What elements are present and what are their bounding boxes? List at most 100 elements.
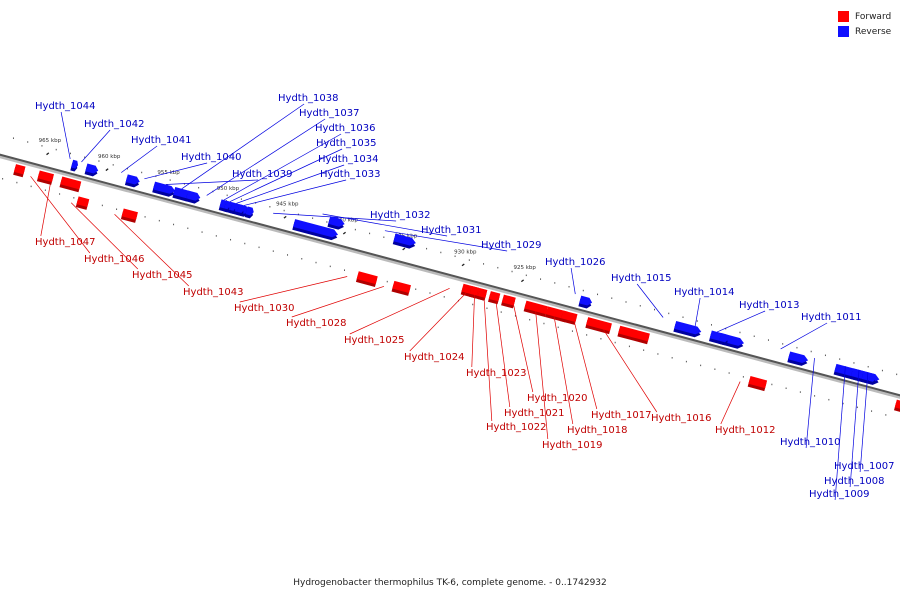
gene-hydth_1021[interactable] xyxy=(501,294,516,309)
ruler-dot xyxy=(881,369,883,372)
ruler-dot xyxy=(440,251,442,254)
gene-hydth_1017[interactable] xyxy=(585,317,612,335)
gene-hydth_1032[interactable] xyxy=(292,219,339,241)
ruler-dot xyxy=(828,398,830,401)
gene-arrow xyxy=(245,206,254,216)
leader-hydth_1036 xyxy=(223,133,342,201)
leader-hydth_1041 xyxy=(121,145,158,173)
ruler-dot xyxy=(226,194,228,197)
gene-hydth_1041[interactable] xyxy=(124,174,141,188)
ruler-dot xyxy=(169,179,171,181)
label-hydth_1034: Hydth_1034 xyxy=(318,154,379,165)
gene-hydth_1042[interactable] xyxy=(84,163,100,178)
gene-hydth_1020[interactable] xyxy=(523,300,548,317)
ruler-dot xyxy=(158,219,160,222)
kbp-tick-label: 945 kbp xyxy=(276,202,299,208)
ruler-dot xyxy=(187,227,189,230)
gene-arrow xyxy=(60,176,82,190)
leader-hydth_1034 xyxy=(236,164,345,204)
gene-hydth_1007[interactable] xyxy=(868,373,877,385)
gene-hydth_1048[interactable] xyxy=(13,164,26,178)
ruler-dot xyxy=(742,376,744,378)
ruler-dot xyxy=(885,414,887,416)
ruler-dot xyxy=(540,278,542,280)
gene-hydth_1030[interactable] xyxy=(355,271,378,288)
gene-hydth_1022[interactable] xyxy=(488,291,501,305)
ruler-dot xyxy=(426,247,428,250)
ruler-dot xyxy=(2,178,4,180)
ruler-dot xyxy=(842,402,844,405)
ruler-dot xyxy=(201,231,203,233)
gene-arrow xyxy=(392,280,412,294)
ruler-dot xyxy=(16,181,18,184)
gene-hydth_1040[interactable] xyxy=(152,181,176,198)
ruler-dot xyxy=(483,263,485,265)
leader-hydth_1040 xyxy=(144,162,208,180)
gene-hydth_1036[interactable] xyxy=(223,200,231,213)
label-hydth_1041: Hydth_1041 xyxy=(131,135,192,146)
kbp-tick xyxy=(342,231,346,235)
ruler-dot xyxy=(329,265,331,268)
gene-hydth_1011[interactable] xyxy=(787,351,809,367)
leader-hydth_1010 xyxy=(805,357,815,449)
gene-arrow xyxy=(125,174,140,185)
gene-hydth_1029[interactable] xyxy=(392,233,417,250)
ruler-dot xyxy=(710,324,712,326)
label-hydth_1042: Hydth_1042 xyxy=(84,119,145,130)
gene-hydth_1026[interactable] xyxy=(578,295,593,310)
ruler-dot xyxy=(301,258,303,260)
leader-hydth_1035 xyxy=(229,148,343,202)
ruler-dot xyxy=(230,238,232,241)
gene-hydth_1033[interactable] xyxy=(244,206,255,219)
leader-hydth_1026 xyxy=(570,267,576,295)
gene-hydth_1035[interactable] xyxy=(229,202,237,214)
gene-hydth_1044[interactable] xyxy=(70,159,79,172)
gene-hydth_1046[interactable] xyxy=(36,170,54,185)
ruler-dot xyxy=(839,358,841,360)
ruler-dot xyxy=(568,285,570,288)
backbone-line xyxy=(0,153,900,397)
label-hydth_1007: Hydth_1007 xyxy=(834,461,895,472)
gene-arrow xyxy=(71,159,79,169)
ruler-dot xyxy=(543,322,545,325)
gene-hydth_1038[interactable] xyxy=(185,190,201,205)
ruler-dot xyxy=(98,160,100,162)
label-hydth_1030: Hydth_1030 xyxy=(234,303,295,314)
label-hydth_1024: Hydth_1024 xyxy=(404,352,465,363)
gene-hydth_1016[interactable] xyxy=(617,325,650,345)
gene-arrow xyxy=(230,202,236,211)
leader-hydth_1020 xyxy=(513,305,534,393)
gene-hydth_1018[interactable] xyxy=(560,310,578,325)
label-hydth_1010: Hydth_1010 xyxy=(780,437,841,448)
genome-title: Hydrogenobacter thermophilus TK-6, compl… xyxy=(293,578,607,588)
kbp-tick xyxy=(461,263,465,267)
gene-hydth_1013[interactable] xyxy=(718,333,729,346)
leader-hydth_1023 xyxy=(471,295,475,368)
label-hydth_1021: Hydth_1021 xyxy=(504,408,565,419)
ruler-dot xyxy=(814,395,816,397)
ruler-dot xyxy=(244,242,246,245)
ruler-dot xyxy=(753,335,755,338)
gene-hydth_1024[interactable] xyxy=(469,286,479,299)
ruler-dot xyxy=(415,288,417,290)
ruler-dot xyxy=(141,171,143,174)
leader-hydth_1032 xyxy=(273,212,397,222)
leader-hydth_1011 xyxy=(780,322,828,350)
gene-hydth_1043[interactable] xyxy=(120,208,138,223)
leader-hydth_1028 xyxy=(291,286,385,318)
gene-hydth_1031[interactable] xyxy=(327,216,345,231)
gene-hydth_1034[interactable] xyxy=(236,204,246,216)
gene-hydth_1047[interactable] xyxy=(59,176,82,193)
gene-hydth_1012[interactable] xyxy=(747,376,768,392)
label-hydth_1025: Hydth_1025 xyxy=(344,335,405,346)
leader-hydth_1019 xyxy=(535,311,549,440)
ruler-dot xyxy=(628,345,630,348)
gene-arrow xyxy=(488,291,501,302)
gene-hydth_1045[interactable] xyxy=(75,196,90,210)
gene-hydth_1015[interactable] xyxy=(673,320,702,339)
leader-hydth_1017 xyxy=(573,321,598,410)
gene-hydth_1006[interactable] xyxy=(893,399,900,417)
gene-arrow xyxy=(186,190,201,201)
gene-hydth_1028[interactable] xyxy=(391,280,412,296)
leader-hydth_1031 xyxy=(322,213,448,237)
